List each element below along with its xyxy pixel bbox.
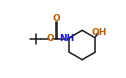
Text: OH: OH	[91, 28, 107, 37]
Text: O: O	[47, 34, 54, 44]
Text: O: O	[53, 14, 60, 23]
Text: NH: NH	[59, 34, 74, 44]
Polygon shape	[95, 33, 98, 38]
